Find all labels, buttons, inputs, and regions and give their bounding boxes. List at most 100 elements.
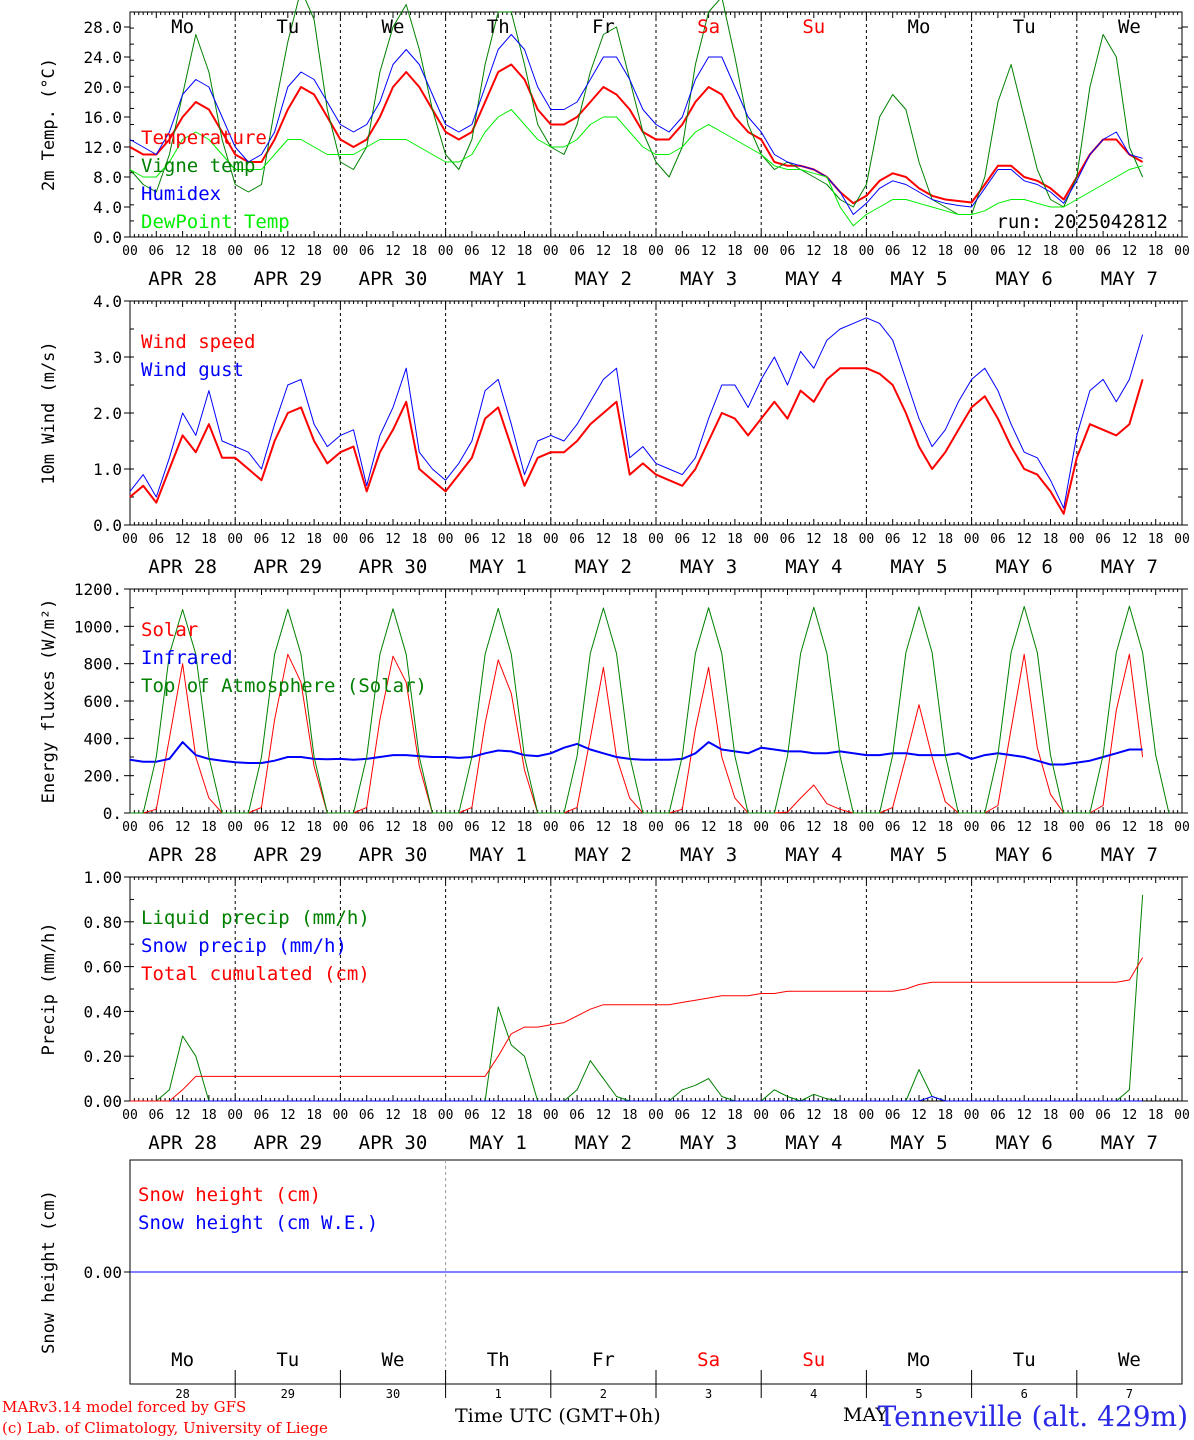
hour-label: 18 — [1148, 532, 1164, 547]
date-label: MAY 5 — [890, 268, 947, 290]
hour-label: 06 — [464, 1108, 480, 1123]
hour-label: 06 — [990, 1108, 1006, 1123]
hour-label: 00 — [1069, 820, 1085, 835]
hour-label: 12 — [490, 820, 506, 835]
hour-label: 06 — [359, 244, 375, 259]
date-label: MAY 2 — [575, 268, 632, 290]
y-tick-label: 0.00 — [83, 1092, 122, 1111]
legend-entry: Snow height (cm W.E.) — [138, 1212, 378, 1234]
hour-label: 18 — [306, 244, 322, 259]
hour-label: 00 — [753, 1108, 769, 1123]
hour-label: 00 — [543, 244, 559, 259]
hour-label: 00 — [1069, 1108, 1085, 1123]
hour-label: 18 — [727, 820, 743, 835]
hour-label: 12 — [806, 532, 822, 547]
date-label: APR 29 — [253, 268, 322, 290]
series-line-0 — [129, 367, 1144, 515]
y-tick-label: 600. — [83, 692, 122, 711]
hour-label: 18 — [201, 820, 217, 835]
weekday-bottom: Mo — [171, 1349, 194, 1371]
y-tick-label: 0.0 — [93, 228, 122, 247]
hour-label: 00 — [1174, 244, 1190, 259]
date-label: MAY 3 — [680, 268, 737, 290]
hour-label: 12 — [911, 532, 927, 547]
hour-label: 18 — [727, 244, 743, 259]
hour-label: 18 — [832, 820, 848, 835]
y-tick-label: 3.0 — [93, 348, 122, 367]
hour-label: 12 — [806, 820, 822, 835]
hour-label: 00 — [648, 1108, 664, 1123]
hour-label: 06 — [885, 1108, 901, 1123]
y-tick-label: 12.0 — [83, 138, 122, 157]
hour-label: 06 — [569, 244, 585, 259]
day-number: 1 — [495, 1387, 502, 1401]
y-tick-label: 24.0 — [83, 48, 122, 67]
series-line-1 — [130, 1096, 1143, 1102]
y-tick-label: 400. — [83, 729, 122, 748]
y-axis-label: 10m Wind (m/s) — [39, 341, 59, 484]
hour-label: 00 — [1174, 532, 1190, 547]
hour-label: 18 — [832, 532, 848, 547]
hour-label: 06 — [569, 820, 585, 835]
date-label: APR 30 — [359, 268, 428, 290]
hour-label: 12 — [385, 244, 401, 259]
hour-label: 06 — [990, 820, 1006, 835]
date-label: MAY 1 — [470, 268, 527, 290]
hour-label: 18 — [411, 1108, 427, 1123]
hour-label: 06 — [885, 532, 901, 547]
hour-label: 12 — [175, 244, 191, 259]
series-line-2 — [130, 605, 1170, 814]
date-label: MAY 6 — [996, 844, 1053, 866]
hour-label: 06 — [254, 820, 270, 835]
hour-label: 12 — [1016, 820, 1032, 835]
date-label: MAY 4 — [785, 268, 842, 290]
date-label: MAY 5 — [890, 1132, 947, 1154]
hour-label: 12 — [280, 1108, 296, 1123]
hour-label: 12 — [280, 244, 296, 259]
hour-label: 12 — [1122, 532, 1138, 547]
hour-label: 00 — [227, 532, 243, 547]
hour-label: 12 — [1122, 1108, 1138, 1123]
hour-label: 12 — [701, 1108, 717, 1123]
hour-label: 12 — [701, 532, 717, 547]
y-tick-label: 0.80 — [83, 913, 122, 932]
hour-label: 00 — [333, 532, 349, 547]
hour-label: 06 — [148, 244, 164, 259]
hour-label: 18 — [622, 532, 638, 547]
date-label: MAY 3 — [680, 844, 737, 866]
hour-label: 12 — [490, 1108, 506, 1123]
hour-label: 00 — [1174, 1108, 1190, 1123]
hour-label: 18 — [517, 532, 533, 547]
hour-label: 06 — [885, 244, 901, 259]
hour-label: 00 — [333, 820, 349, 835]
date-label: MAY 7 — [1101, 556, 1158, 578]
weekday-bottom: Sa — [697, 1349, 720, 1371]
y-tick-label: 1000. — [74, 617, 122, 636]
hour-label: 18 — [727, 1108, 743, 1123]
hour-label: 18 — [1148, 244, 1164, 259]
hour-label: 18 — [727, 532, 743, 547]
hour-label: 06 — [674, 244, 690, 259]
weekday-bottom: Th — [487, 1349, 510, 1371]
y-tick-label: 1.00 — [83, 868, 122, 887]
hour-label: 00 — [964, 244, 980, 259]
weekday-top: Su — [802, 16, 825, 38]
hour-label: 00 — [648, 820, 664, 835]
hour-label: 00 — [122, 1108, 138, 1123]
hour-label: 18 — [1043, 820, 1059, 835]
hour-label: 00 — [227, 244, 243, 259]
legend-entry: Total cumulated (cm) — [141, 963, 370, 985]
hour-label: 00 — [964, 820, 980, 835]
hour-label: 00 — [543, 532, 559, 547]
run-annotation: run: 2025042812 — [996, 211, 1168, 233]
hour-label: 06 — [148, 532, 164, 547]
hour-label: 06 — [569, 532, 585, 547]
weekday-top: Tu — [276, 16, 299, 38]
hour-label: 00 — [543, 1108, 559, 1123]
hour-label: 00 — [859, 1108, 875, 1123]
hour-label: 00 — [1069, 244, 1085, 259]
date-label: APR 30 — [359, 1132, 428, 1154]
day-number: 4 — [810, 1387, 817, 1401]
hour-label: 00 — [227, 820, 243, 835]
hour-label: 12 — [385, 532, 401, 547]
